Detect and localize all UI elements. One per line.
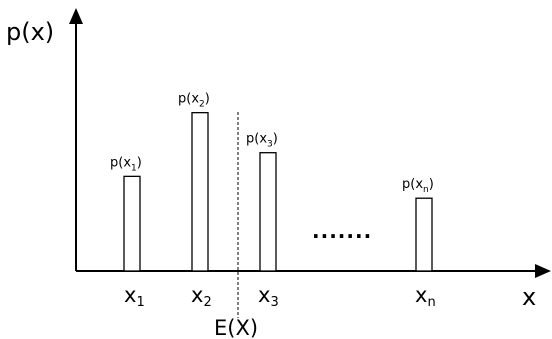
tick-label-xn: xn <box>415 283 436 310</box>
bar-label-x2: p(x2) <box>178 92 210 110</box>
bar-x3 <box>259 152 277 272</box>
bars-group <box>123 112 433 272</box>
x-axis-arrow <box>535 264 551 278</box>
bar-x1 <box>123 175 141 272</box>
tick-label-x3: x3 <box>258 283 279 310</box>
tick-labels-group: x1 x2 x3 xn <box>124 283 436 310</box>
x-axis-title: x <box>522 283 536 311</box>
bar-x2 <box>191 112 209 272</box>
bar-labels-group: p(x1) p(x2) p(x3) p(xn) <box>110 92 434 196</box>
tick-label-x1: x1 <box>124 283 145 310</box>
tick-label-x2: x2 <box>191 283 212 310</box>
y-axis-title: p(x) <box>6 18 54 46</box>
mean-label: E(X) <box>214 316 258 339</box>
bar-xn <box>415 197 433 272</box>
bar-label-x1: p(x1) <box>110 155 142 173</box>
bar-label-xn: p(xn) <box>402 177 434 195</box>
y-axis-arrow <box>69 8 83 24</box>
bar-label-x3: p(x3) <box>246 132 278 150</box>
ellipsis: ....... <box>312 219 372 243</box>
